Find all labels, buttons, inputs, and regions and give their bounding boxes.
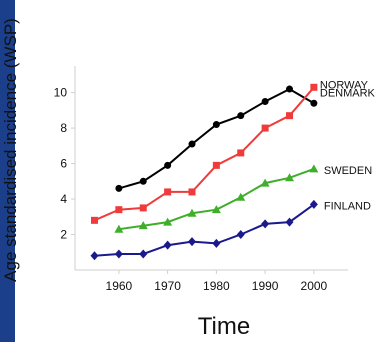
- series-label-sweden: SWEDEN: [324, 165, 372, 177]
- data-point-norway: [139, 177, 147, 185]
- data-point-norway: [188, 140, 196, 148]
- x-tick-label: 2000: [301, 279, 328, 293]
- data-point-sweden: [236, 192, 246, 201]
- data-point-finland: [212, 238, 221, 248]
- x-tick-label: 1960: [106, 279, 133, 293]
- data-point-sweden: [211, 205, 221, 214]
- y-tick-label: 6: [60, 157, 67, 171]
- y-tick-label: 2: [60, 228, 67, 242]
- y-axis-label: Age standardised incidence (WSP): [1, 18, 20, 282]
- data-point-norway: [310, 99, 318, 107]
- data-point-denmark: [237, 149, 245, 157]
- chart-axes: 2 4 6 8 10 1960 1970 1980 1990 2000: [54, 66, 348, 293]
- data-point-finland: [309, 199, 318, 209]
- data-point-denmark: [91, 216, 98, 224]
- data-point-denmark: [164, 188, 172, 196]
- x-tick-label: 1970: [154, 279, 181, 293]
- data-point-sweden: [114, 224, 124, 233]
- data-point-sweden: [187, 208, 197, 217]
- series-label-norway: NORWAY: [320, 79, 369, 91]
- series-sweden: [114, 164, 319, 233]
- data-point-finland: [139, 249, 148, 259]
- data-point-denmark: [212, 161, 220, 169]
- data-point-finland: [90, 251, 99, 261]
- data-point-sweden: [163, 217, 173, 226]
- y-tick-label: 4: [60, 192, 67, 206]
- x-axis-label: Time: [198, 313, 250, 340]
- data-point-denmark: [261, 124, 269, 132]
- x-tick-label: 1990: [252, 279, 279, 293]
- data-point-finland: [285, 217, 294, 227]
- y-tick-label: 8: [60, 121, 67, 135]
- data-point-finland: [188, 237, 196, 247]
- data-point-denmark: [188, 188, 196, 196]
- data-point-finland: [236, 230, 245, 240]
- data-point-norway: [237, 112, 245, 120]
- series-line-denmark: [94, 86, 315, 222]
- data-point-norway: [115, 184, 123, 192]
- data-point-sweden: [138, 221, 148, 230]
- chart-panel: [15, 0, 381, 342]
- series-finland: [90, 199, 318, 261]
- data-point-finland: [114, 249, 123, 259]
- data-point-denmark: [115, 206, 123, 214]
- chart-series: [90, 83, 319, 261]
- data-point-sweden: [285, 173, 294, 182]
- series-label-denmark: DENMARK: [320, 87, 376, 99]
- series-label-finland: FINLAND: [324, 200, 371, 212]
- x-tick-label: 1980: [203, 279, 230, 293]
- data-point-sweden: [309, 164, 319, 173]
- data-point-denmark: [286, 112, 293, 120]
- data-point-sweden: [260, 178, 270, 187]
- series-norway: [115, 85, 318, 192]
- data-point-denmark: [310, 83, 318, 91]
- data-point-norway: [261, 97, 269, 105]
- data-point-norway: [286, 85, 293, 93]
- data-point-finland: [261, 219, 270, 229]
- data-point-norway: [212, 121, 220, 129]
- series-line-finland: [94, 203, 315, 257]
- data-point-norway: [164, 161, 172, 169]
- data-point-denmark: [139, 204, 147, 212]
- series-denmark: [91, 83, 318, 224]
- data-point-finland: [163, 240, 172, 250]
- y-tick-label: 10: [54, 86, 68, 100]
